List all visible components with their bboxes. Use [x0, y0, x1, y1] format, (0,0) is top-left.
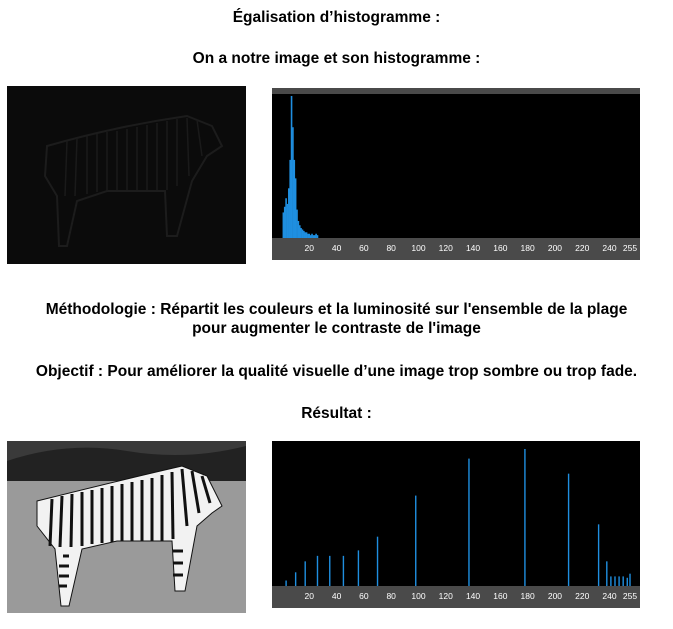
equalized-histogram-axis: 20 40 60 80 100 120 140 160 180 200 220 240 255	[272, 586, 640, 608]
histogram-tick-label: 220	[575, 243, 590, 253]
histogram-bar	[285, 198, 287, 238]
histogram-tick-label: 60	[359, 243, 369, 253]
histogram-bar	[524, 449, 526, 586]
histogram-bar	[294, 572, 297, 586]
histogram-bar	[300, 228, 302, 238]
histogram-tick-label: 100	[411, 591, 426, 601]
equalized-zebra-image	[7, 441, 246, 613]
histogram-bar	[297, 220, 300, 238]
histogram-bar	[304, 232, 306, 238]
histogram-bar	[283, 206, 286, 238]
histogram-bar	[626, 577, 628, 586]
intro-text: On a notre image et son histogramme :	[192, 50, 481, 67]
histogram-bar	[305, 232, 308, 238]
histogram-tick-label: 240	[602, 591, 617, 601]
histogram-bar	[567, 473, 570, 586]
histogram-tick-label: 180	[520, 243, 535, 253]
histogram-bar	[285, 580, 287, 586]
histogram-bar	[622, 576, 624, 586]
histogram-bar	[376, 536, 379, 586]
histogram-tick-label: 160	[493, 591, 508, 601]
histogram-bar	[614, 576, 616, 586]
histogram-bar	[610, 576, 612, 586]
histogram-bar	[309, 235, 312, 238]
histogram-bar	[312, 235, 315, 238]
histogram-bar	[357, 550, 360, 586]
methodology-line-1: Méthodologie : Répartit les couleurs et …	[45, 301, 628, 318]
histogram-bar	[629, 573, 631, 586]
histogram-bar	[286, 203, 289, 238]
histogram-bar	[597, 524, 600, 586]
histogram-bar	[289, 159, 291, 238]
histogram-bar	[301, 229, 304, 238]
histogram-tick-label: 40	[331, 591, 342, 601]
original-histogram-axis: 20 40 60 80 100 120 140 160 180 200 220 240 255	[272, 238, 640, 260]
histogram-tick-label: 160	[493, 243, 508, 253]
equalized-histogram: 20 40 60 80 100 120 140 160 180 200 220 240 255	[272, 441, 640, 608]
histogram-bar	[342, 555, 345, 586]
original-histogram: 20 40 60 80 100 120 140 160 180 200 220 240 255	[272, 88, 640, 260]
histogram-bar	[303, 230, 305, 238]
histogram-bar	[296, 209, 298, 238]
histogram-bar	[316, 555, 319, 586]
histogram-tick-label: 60	[359, 591, 369, 601]
histogram-tick-label: 80	[386, 243, 396, 253]
histogram-bar	[315, 233, 317, 238]
histogram-tick-label: 255	[622, 243, 638, 253]
objective-text: Objectif : Pour améliorer la qualité vis…	[35, 363, 638, 380]
page-title: Égalisation d’histogramme :	[232, 9, 441, 26]
histogram-tick-label: 100	[411, 243, 426, 253]
original-zebra-image	[7, 86, 246, 264]
histogram-bar	[298, 225, 301, 238]
original-histogram-plot	[282, 96, 319, 238]
histogram-bar	[288, 188, 290, 238]
histogram-tick-label: 220	[575, 591, 590, 601]
histogram-tick-label: 140	[465, 243, 481, 253]
histogram-tick-label: 140	[465, 591, 481, 601]
histogram-bar	[307, 233, 309, 238]
histogram-bar	[293, 159, 296, 238]
histogram-tick-label: 20	[304, 591, 315, 601]
histogram-tick-label: 20	[304, 243, 315, 253]
histogram-tick-label: 120	[438, 243, 453, 253]
result-label: Résultat :	[301, 405, 372, 422]
histogram-bar	[329, 555, 331, 586]
histogram-tick-label: 240	[602, 243, 617, 253]
histogram-top-bar	[272, 88, 640, 94]
histogram-bar	[290, 96, 293, 238]
histogram-bar	[468, 458, 470, 586]
histogram-bar	[311, 233, 313, 238]
histogram-bar	[618, 576, 620, 586]
histogram-tick-label: 200	[547, 591, 563, 601]
histogram-bar	[313, 235, 316, 238]
methodology-line-2: pour augmenter le contraste de l'image	[192, 320, 481, 337]
histogram-bar	[415, 495, 417, 586]
histogram-tick-label: 200	[547, 243, 563, 253]
histogram-tick-label: 180	[520, 591, 535, 601]
histogram-bar	[308, 233, 311, 238]
histogram-tick-label: 80	[386, 591, 396, 601]
equalized-histogram-plot	[285, 449, 631, 586]
histogram-bar	[304, 561, 306, 586]
histogram-bar	[282, 212, 285, 238]
histogram-bar	[294, 178, 297, 238]
histogram-tick-label: 120	[438, 591, 453, 601]
histogram-bar	[292, 127, 294, 238]
histogram-tick-label: 40	[331, 243, 342, 253]
histogram-tick-label: 255	[622, 591, 638, 601]
histogram-bar	[606, 561, 608, 586]
histogram-bar	[316, 235, 319, 238]
